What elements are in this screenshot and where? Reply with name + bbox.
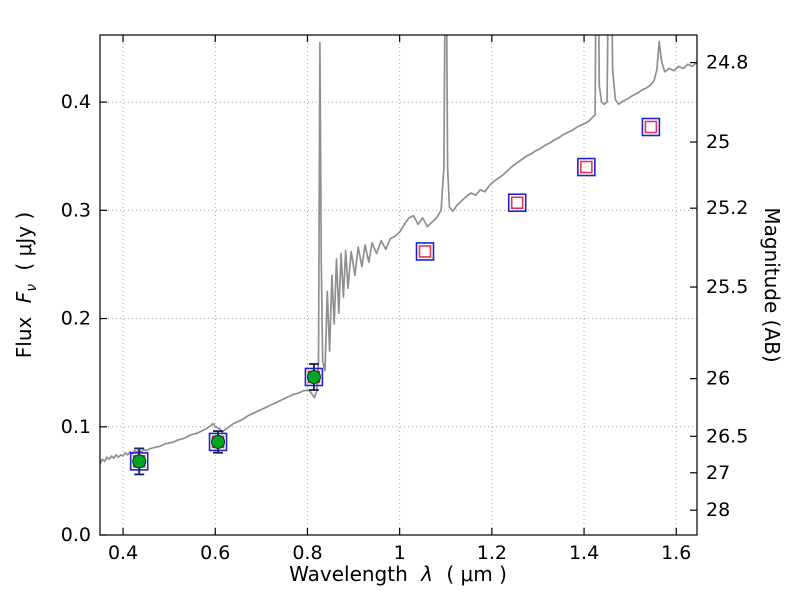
y-left-tick-label: 0.3: [61, 199, 91, 221]
model-photometry-point: [415, 242, 435, 261]
y-right-tick-label: 25: [706, 131, 730, 153]
observed-photometry-point: [211, 430, 226, 454]
y-right-tick-labels: 24.8 25 25.2 25.5 26 26.5 27 28: [706, 52, 748, 522]
y-right-axis-title: Magnitude (AB): [760, 207, 784, 363]
y-right-tick-label: 25.2: [706, 197, 748, 219]
y-left-tick-label: 0.4: [61, 91, 91, 113]
y-left-tick-label: 0.0: [61, 524, 91, 546]
x-tick-label: 1: [394, 542, 406, 564]
x-tick-labels: 0.4 0.6 0.8 1 1.2 1.4 1.6: [108, 542, 691, 564]
observed-photometry-point: [132, 447, 147, 476]
y-right-tick-label: 24.8: [706, 52, 748, 74]
x-tick-label: 0.8: [292, 542, 322, 564]
observed-photometry-point: [306, 363, 321, 391]
y-right-tick-label: 27: [706, 462, 730, 484]
y-right-tick-label: 25.5: [706, 276, 748, 298]
template-spectrum-line: [100, 35, 697, 464]
model-photometry-point: [641, 117, 661, 137]
plot-background: [100, 35, 697, 535]
x-tick-label: 1.4: [569, 542, 599, 564]
y-left-tick-label: 0.2: [61, 308, 91, 330]
y-right-tick-label: 26.5: [706, 425, 748, 447]
model-photometry-point: [577, 157, 596, 177]
inner-square-marker: [580, 160, 593, 174]
y-left-axis-title-units: ( μJy ): [12, 211, 36, 271]
x-axis-title: Wavelength λ ( μm ): [289, 562, 507, 586]
outer-square-marker: [641, 117, 661, 137]
y-left-axis-title-symbol: F: [12, 291, 36, 304]
circle-marker: [306, 369, 321, 384]
y-left-axis-title-symbol-sub: ν: [24, 283, 40, 292]
outer-square-marker: [507, 193, 527, 213]
outer-square-marker: [415, 242, 435, 261]
y-left-tick-label: 0.1: [61, 416, 91, 438]
x-axis-title-word: Wavelength: [289, 562, 408, 586]
axes-frame: [99, 34, 698, 536]
observed-photometry-markers: [132, 363, 321, 476]
x-tick-label: 0.4: [108, 542, 138, 564]
inner-square-marker: [510, 196, 524, 210]
y-right-tick-label: 26: [706, 368, 730, 390]
inner-square-marker: [418, 245, 432, 258]
circle-marker: [211, 434, 226, 449]
y-left-axis-title-word: Flux: [12, 316, 36, 359]
x-axis-title-symbol: λ: [421, 562, 433, 586]
model-photometry-point: [507, 193, 527, 213]
x-tick-label: 1.6: [661, 542, 691, 564]
outer-square-marker: [577, 157, 596, 177]
grid-lines: [100, 35, 697, 535]
y-left-tick-labels: 0.0 0.1 0.2 0.3 0.4: [61, 91, 91, 546]
axis-ticks: [100, 35, 697, 536]
x-tick-label: 1.2: [477, 542, 507, 564]
y-left-axis-title: Flux Fν ( μJy ): [12, 212, 40, 358]
x-tick-label: 0.6: [200, 542, 230, 564]
inner-square-marker: [644, 120, 658, 134]
y-right-tick-label: 28: [706, 499, 730, 521]
x-axis-title-units: ( μm ): [446, 562, 507, 586]
circle-marker: [132, 454, 147, 469]
